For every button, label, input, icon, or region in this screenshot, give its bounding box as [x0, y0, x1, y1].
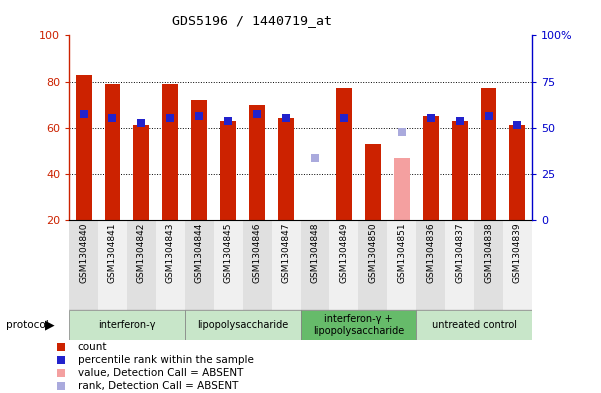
- Text: untreated control: untreated control: [432, 320, 516, 330]
- Bar: [220, 121, 236, 220]
- Bar: [272, 220, 300, 310]
- Point: [56, 370, 66, 376]
- Text: interferon-γ: interferon-γ: [98, 320, 156, 330]
- Point: [165, 116, 175, 122]
- Bar: [300, 220, 329, 310]
- Point: [281, 116, 291, 122]
- Text: count: count: [78, 342, 107, 352]
- Bar: [510, 125, 525, 220]
- Text: GSM1304851: GSM1304851: [397, 223, 406, 283]
- Point: [339, 116, 349, 122]
- Point: [513, 122, 522, 129]
- Point: [310, 154, 320, 161]
- Point: [136, 120, 146, 126]
- Text: GSM1304843: GSM1304843: [166, 223, 175, 283]
- Bar: [133, 125, 150, 220]
- Bar: [127, 220, 156, 310]
- Point: [397, 129, 406, 136]
- Bar: [191, 100, 207, 220]
- Text: percentile rank within the sample: percentile rank within the sample: [78, 355, 254, 365]
- Bar: [387, 220, 416, 310]
- Bar: [503, 220, 532, 310]
- Text: GSM1304845: GSM1304845: [224, 223, 233, 283]
- Bar: [214, 220, 243, 310]
- Text: protocol: protocol: [6, 320, 49, 330]
- Point: [224, 118, 233, 124]
- Bar: [249, 105, 265, 220]
- Bar: [76, 75, 91, 220]
- Text: GSM1304838: GSM1304838: [484, 223, 493, 283]
- Text: GSM1304839: GSM1304839: [513, 223, 522, 283]
- Bar: [445, 220, 474, 310]
- Point: [252, 111, 262, 117]
- Text: GSM1304848: GSM1304848: [311, 223, 320, 283]
- Point: [108, 116, 117, 122]
- Bar: [416, 220, 445, 310]
- Bar: [358, 220, 387, 310]
- Text: interferon-γ +
lipopolysaccharide: interferon-γ + lipopolysaccharide: [313, 314, 404, 336]
- Text: GSM1304841: GSM1304841: [108, 223, 117, 283]
- Point: [455, 118, 465, 124]
- Text: lipopolysaccharide: lipopolysaccharide: [197, 320, 288, 330]
- Text: GSM1304840: GSM1304840: [79, 223, 88, 283]
- Text: GSM1304837: GSM1304837: [455, 223, 464, 283]
- Point: [426, 116, 436, 122]
- Text: GSM1304847: GSM1304847: [281, 223, 290, 283]
- Bar: [481, 88, 496, 220]
- Bar: [98, 220, 127, 310]
- Point: [79, 111, 88, 117]
- Bar: [336, 88, 352, 220]
- Bar: [243, 220, 272, 310]
- Text: rank, Detection Call = ABSENT: rank, Detection Call = ABSENT: [78, 381, 238, 391]
- Text: GSM1304844: GSM1304844: [195, 223, 204, 283]
- Point: [56, 343, 66, 350]
- Bar: [451, 121, 468, 220]
- Text: GDS5196 / 1440719_at: GDS5196 / 1440719_at: [172, 14, 332, 27]
- Bar: [365, 144, 381, 220]
- Point: [56, 357, 66, 363]
- Bar: [156, 220, 185, 310]
- Bar: [474, 220, 503, 310]
- Bar: [300, 310, 416, 340]
- Bar: [69, 310, 185, 340]
- Text: GSM1304849: GSM1304849: [340, 223, 349, 283]
- Bar: [69, 220, 98, 310]
- Text: ▶: ▶: [44, 319, 54, 332]
- Text: GSM1304842: GSM1304842: [137, 223, 146, 283]
- Text: value, Detection Call = ABSENT: value, Detection Call = ABSENT: [78, 368, 243, 378]
- Text: GSM1304836: GSM1304836: [426, 223, 435, 283]
- Bar: [185, 310, 300, 340]
- Bar: [278, 119, 294, 220]
- Bar: [105, 84, 120, 220]
- Bar: [394, 158, 410, 220]
- Bar: [423, 116, 439, 220]
- Bar: [185, 220, 214, 310]
- Bar: [329, 220, 358, 310]
- Bar: [416, 310, 532, 340]
- Point: [484, 113, 493, 119]
- Point: [195, 113, 204, 119]
- Bar: [162, 84, 178, 220]
- Point: [56, 383, 66, 389]
- Text: GSM1304850: GSM1304850: [368, 223, 377, 283]
- Text: GSM1304846: GSM1304846: [252, 223, 261, 283]
